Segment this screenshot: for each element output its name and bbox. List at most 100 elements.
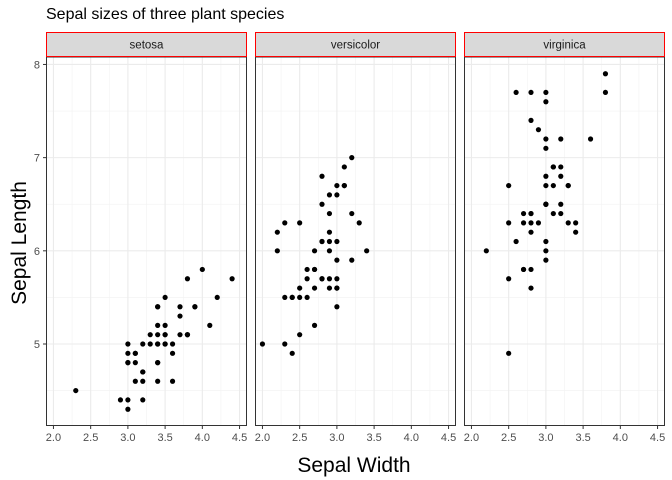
data-point	[140, 378, 146, 384]
data-point	[117, 397, 124, 403]
facet-strip-label: virginica	[543, 40, 586, 52]
data-point	[364, 248, 370, 254]
data-point	[282, 294, 288, 301]
facet-strip-label: setosa	[130, 40, 164, 52]
data-point	[558, 164, 564, 170]
data-point	[483, 248, 489, 254]
data-point	[558, 136, 564, 142]
data-point	[573, 220, 579, 226]
data-point	[140, 397, 146, 403]
data-point	[297, 220, 303, 226]
data-point	[535, 220, 542, 226]
data-point	[528, 285, 534, 291]
data-point	[356, 220, 362, 226]
data-point	[311, 285, 318, 291]
y-axis-title: Sepal Length	[8, 181, 31, 305]
data-point	[132, 350, 138, 356]
data-point	[297, 285, 303, 291]
x-tick-label: 4.0	[404, 432, 419, 444]
data-point	[543, 201, 549, 207]
data-point	[192, 304, 198, 310]
data-point	[565, 220, 571, 226]
data-point	[543, 248, 549, 254]
data-point	[125, 360, 131, 366]
data-point	[319, 238, 325, 245]
x-tick-label: 4.5	[232, 432, 247, 444]
data-point	[334, 276, 340, 282]
x-tick-label: 3.5	[157, 432, 172, 444]
data-point	[155, 360, 161, 366]
x-tick-label: 3.5	[575, 432, 590, 444]
data-point	[304, 294, 310, 301]
data-point	[513, 238, 519, 245]
data-point	[319, 173, 325, 179]
data-point	[162, 294, 168, 301]
data-point	[169, 350, 176, 356]
data-point	[558, 210, 564, 217]
y-axis: 5 6 7 8	[34, 59, 46, 351]
x-tick-label: 2.0	[255, 432, 270, 444]
data-point	[528, 210, 534, 217]
facet-strip	[46, 32, 247, 57]
data-point	[125, 341, 131, 347]
data-point	[528, 117, 534, 123]
data-point	[506, 220, 512, 226]
y-tick-label: 5	[34, 339, 40, 351]
data-point	[349, 155, 355, 161]
data-point	[229, 276, 235, 282]
data-point	[506, 350, 512, 356]
x-tick-label: 2.0	[464, 432, 479, 444]
data-point	[326, 248, 333, 254]
data-point	[326, 192, 333, 198]
data-point	[259, 341, 266, 347]
data-point	[289, 350, 295, 356]
data-point	[334, 304, 340, 310]
data-point	[73, 387, 79, 394]
data-point	[282, 341, 288, 347]
data-point	[528, 89, 534, 96]
data-point	[334, 192, 340, 198]
data-point	[125, 350, 131, 356]
x-tick-label: 4.5	[441, 432, 456, 444]
data-point	[132, 360, 138, 366]
data-point	[543, 182, 549, 189]
data-point	[125, 397, 131, 403]
data-point	[543, 99, 549, 105]
data-point	[304, 276, 310, 282]
data-point	[147, 332, 153, 338]
data-point	[207, 322, 213, 328]
data-point	[543, 145, 549, 151]
facet-panel-setosa: setosa 2.0 2.5 3.0 3.5 4.0 4.5	[46, 32, 247, 444]
data-point	[602, 71, 609, 77]
data-point	[297, 294, 303, 301]
data-point	[535, 127, 542, 133]
data-point	[125, 406, 131, 412]
data-point	[140, 341, 146, 347]
data-point	[155, 322, 161, 328]
data-point	[543, 257, 549, 263]
data-point	[319, 276, 325, 282]
data-point	[311, 248, 318, 254]
data-point	[311, 266, 318, 273]
data-point	[520, 210, 527, 217]
facet-strip-label: versicolor	[331, 40, 380, 52]
facet-strip	[255, 32, 456, 57]
data-point	[334, 257, 340, 263]
data-point	[543, 89, 549, 96]
chart-title: Sepal sizes of three plant species	[46, 6, 285, 23]
data-point	[543, 238, 549, 245]
data-point	[177, 313, 183, 319]
facet-strip	[464, 32, 665, 57]
data-point	[543, 173, 549, 179]
x-tick-label: 4.0	[195, 432, 210, 444]
data-point	[326, 285, 333, 291]
data-point	[528, 229, 534, 235]
data-point	[349, 210, 355, 217]
data-point	[155, 378, 161, 384]
data-point	[543, 136, 549, 142]
data-point	[162, 322, 168, 328]
data-point	[341, 182, 347, 189]
x-tick-label: 3.0	[329, 432, 344, 444]
data-point	[326, 276, 333, 282]
data-point	[177, 304, 183, 310]
